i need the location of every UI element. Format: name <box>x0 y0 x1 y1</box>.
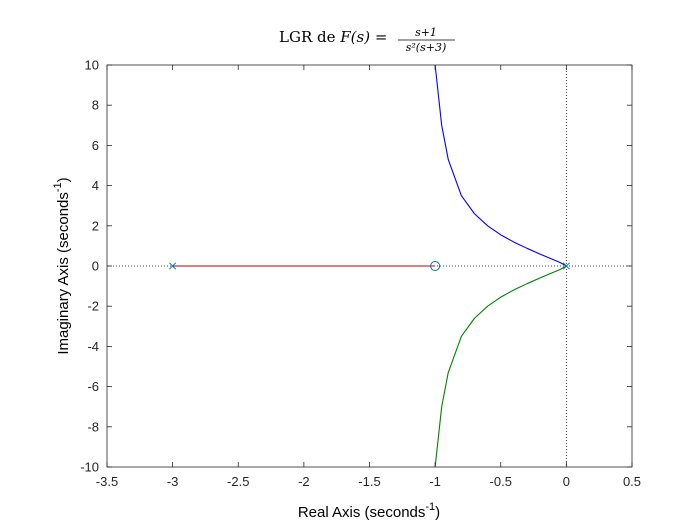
series-layer <box>172 64 567 468</box>
y-tick-label: 0 <box>92 259 99 274</box>
svg-text:LGR de F(s) =: LGR de F(s) = <box>279 28 387 46</box>
pole-marker <box>169 262 177 270</box>
x-tick-label: -2.5 <box>227 474 249 489</box>
title-prefix: LGR de <box>279 28 340 46</box>
y-tick-label: 4 <box>92 178 99 193</box>
y-tick-labels: -10 -8 -6 -4 -2 0 2 4 6 8 10 <box>80 58 99 475</box>
x-tick-labels: -3.5 -3 -2.5 -2 -1.5 -1 -0.5 0 0.5 <box>96 474 641 489</box>
x-tick-label: -0.5 <box>490 474 512 489</box>
x-tick-label: -2 <box>298 474 310 489</box>
x-tick-label: -3.5 <box>96 474 118 489</box>
y-tick-label: 6 <box>92 138 99 153</box>
title-numerator: s+1 <box>415 26 437 39</box>
locus-branch-1 <box>434 64 567 267</box>
y-tick-label: -8 <box>87 419 99 434</box>
y-tick-label: -2 <box>87 299 99 314</box>
title-func: F(s) = <box>339 28 387 46</box>
markers-layer <box>169 261 570 271</box>
y-tick-label: -4 <box>87 339 99 354</box>
ticks-layer <box>106 64 633 468</box>
pole-marker <box>562 262 570 270</box>
y-axis-label: Imaginary Axis (seconds-1) <box>52 177 72 354</box>
chart-title: LGR de F(s) = s+1 s²(s+3) <box>279 26 455 54</box>
y-tick-label: 10 <box>85 58 99 73</box>
y-tick-label: -6 <box>87 379 99 394</box>
y-tick-label: 8 <box>92 98 99 113</box>
y-tick-label: -10 <box>80 460 99 475</box>
x-axis-label: Real Axis (seconds-1) <box>298 501 440 521</box>
x-tick-label: 0.5 <box>623 474 641 489</box>
x-tick-label: -1.5 <box>358 474 380 489</box>
locus-branch-2 <box>434 265 567 468</box>
x-tick-label: -3 <box>167 474 179 489</box>
title-denominator: s²(s+3) <box>406 41 447 54</box>
zero-marker <box>430 261 441 271</box>
x-tick-label: -1 <box>429 474 441 489</box>
y-tick-label: 2 <box>92 218 99 233</box>
x-tick-label: 0 <box>563 474 570 489</box>
